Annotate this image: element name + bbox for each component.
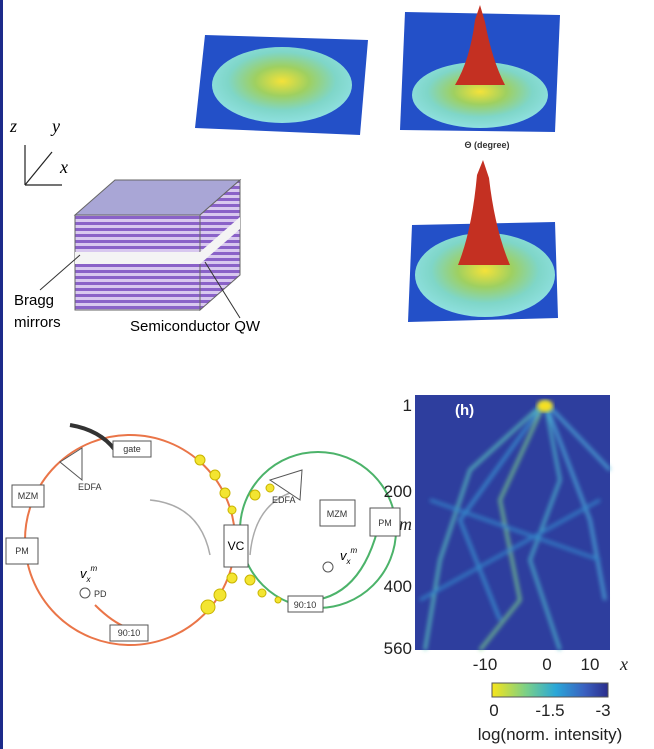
component-label: VC [228,539,245,553]
colorbar-tick: -3 [595,701,610,720]
cavity-block [40,180,240,318]
y-tick-label: 560 [384,639,412,658]
signal-sup: m [351,546,358,555]
component-label: PM [378,518,392,528]
signal-sub: x [86,575,92,584]
label: Bragg [14,292,54,309]
x-tick-label: 0 [542,655,551,674]
intensity-plot [400,5,560,132]
component-label: MZM [18,491,39,501]
panel-label: (h) [455,402,474,419]
component-label: EDFA [272,495,296,505]
colorbar-tick: -1.5 [535,701,564,720]
axis-label: y [50,116,60,136]
component-label: PD [94,589,107,599]
colorbar-title: log(norm. intensity) [478,725,623,744]
x-tick-label: 10 [581,655,600,674]
label: Semiconductor QW [130,318,261,335]
axis-label: z [9,116,17,136]
label: mirrors [14,314,61,331]
signal-label: vxm [340,546,358,566]
y-tick-label: 200 [384,482,412,501]
component-label: 90:10 [118,628,141,638]
intensity-plot [195,35,368,135]
colorbar-tick: 0 [489,701,498,720]
component-label: gate [123,444,141,454]
figure: Θ (degree) z y x Bragg mirrors Semicondu… [0,0,654,749]
component-label: 90:10 [294,600,317,610]
component-label: PM [15,546,29,556]
component-label: MZM [327,509,348,519]
x-tick-label: -10 [473,655,498,674]
heatmap [415,395,610,697]
left-border [0,0,3,749]
signal-sup: m [91,564,98,573]
axis-title: x [619,654,628,674]
y-tick-label: 400 [384,577,412,596]
signal-label: vxm [80,564,98,584]
signal-sub: x [346,557,352,566]
component-label: EDFA [78,482,102,492]
axis-label: Θ (degree) [464,140,509,150]
coordinate-axes [25,145,62,185]
axis-label: x [59,157,68,177]
y-tick-label: 1 [403,396,412,415]
ring-diagram [6,425,400,645]
axis-title: m [399,514,412,534]
intensity-plot [408,160,558,322]
